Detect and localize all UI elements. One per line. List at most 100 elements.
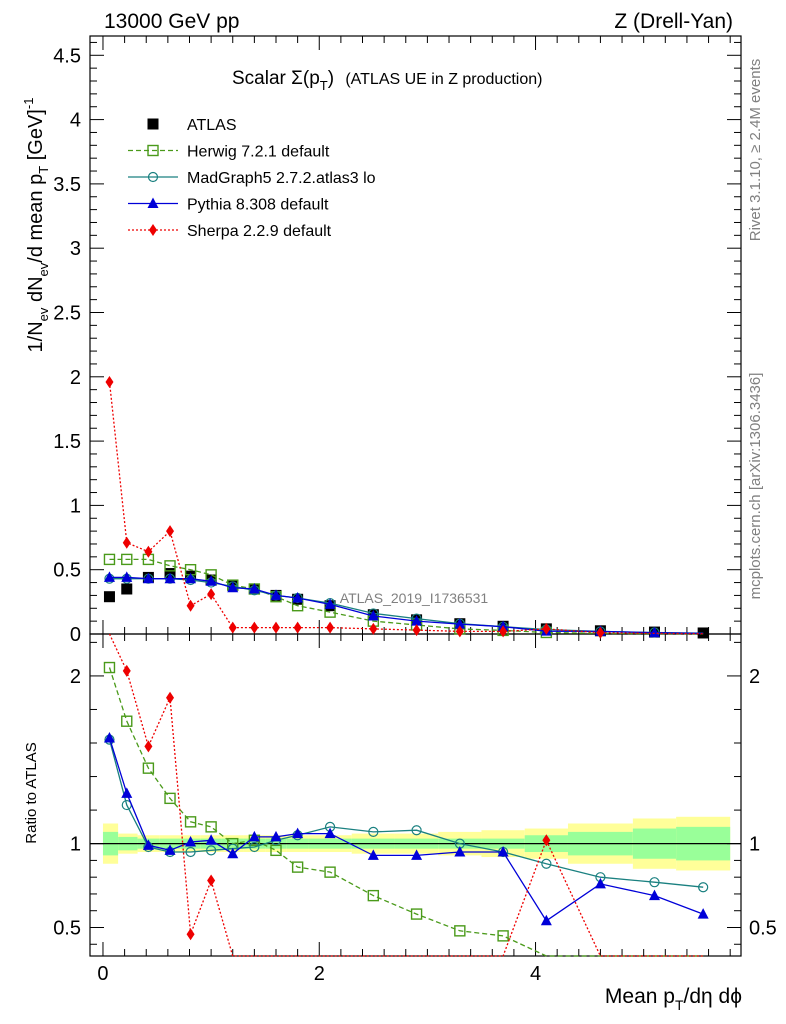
y-tick-label-main: 2.5 xyxy=(53,302,81,324)
data-point xyxy=(596,626,605,639)
legend-label: Sherpa 2.2.9 default xyxy=(187,223,332,240)
y-axis-label-main: 1/Nev dNev/d mean pT [GeV]-1 xyxy=(21,98,51,353)
data-point xyxy=(542,622,551,635)
ratio-series-sherpa-2-2-9-default xyxy=(108,633,704,957)
data-point xyxy=(270,589,282,600)
ratio-point xyxy=(698,882,709,893)
header-process: Z (Drell-Yan) xyxy=(614,10,733,33)
ratio-point xyxy=(594,877,606,889)
ratio-point xyxy=(697,908,709,919)
data-point xyxy=(121,553,133,566)
data-point xyxy=(367,609,379,621)
ratio-point xyxy=(227,847,239,859)
data-point xyxy=(164,572,176,584)
ratio-series-pythia-8-308-default xyxy=(103,731,709,926)
y-tick-label-ratio-right: 1 xyxy=(749,834,760,856)
ratio-point xyxy=(205,834,217,845)
y-axis-label-ratio: Ratio to ATLAS xyxy=(23,742,40,843)
data-point xyxy=(186,599,195,612)
ratio-point xyxy=(164,844,176,855)
ratio-point xyxy=(166,691,175,704)
legend-item-madgraph5-2-7-2-atlas3-lo: MadGraph5 2.7.2.atlas3 lo xyxy=(128,170,376,187)
ratio-point xyxy=(454,846,466,857)
ratio-point xyxy=(205,821,217,833)
data-point xyxy=(499,625,508,638)
y-tick-label-main: 4.5 xyxy=(53,45,81,67)
data-point xyxy=(326,621,335,634)
data-point xyxy=(411,615,423,626)
ratio-point xyxy=(270,830,282,842)
header-collision: 13000 GeV pp xyxy=(104,10,239,33)
legend-item-herwig-7-2-1-default: Herwig 7.2.1 default xyxy=(128,144,330,161)
legend-marker xyxy=(149,224,157,236)
ratio-point xyxy=(142,762,155,774)
data-point xyxy=(272,621,280,634)
ratio-point xyxy=(142,839,154,850)
ratio-point xyxy=(122,664,131,677)
data-point xyxy=(144,545,153,558)
legend-label: ATLAS xyxy=(187,117,237,134)
y-tick-label-ratio-right: 0.5 xyxy=(749,917,777,939)
ratio-point xyxy=(206,845,217,856)
data-point xyxy=(248,582,260,594)
ratio-point xyxy=(542,834,551,847)
ratio-point xyxy=(292,827,304,839)
data-point xyxy=(412,624,421,637)
y-tick-label-main: 0 xyxy=(70,624,81,646)
ratio-point xyxy=(249,841,260,853)
series-sherpa-2-2-9-default xyxy=(105,375,704,639)
ratio-point xyxy=(540,914,552,926)
legend-label: MadGraph5 2.7.2.atlas3 lo xyxy=(187,170,376,187)
ratio-point xyxy=(649,877,660,888)
ratio-point xyxy=(121,787,133,798)
ratio-panel-frame xyxy=(89,633,742,957)
legend-marker xyxy=(147,197,159,208)
data-point xyxy=(454,618,466,629)
main-series xyxy=(103,375,709,639)
data-point xyxy=(122,536,131,549)
data-point xyxy=(369,622,378,635)
data-point xyxy=(207,588,216,601)
mcplots-label: mcplots.cern.ch [arXiv:1306.3436] xyxy=(747,373,764,600)
ratio-point xyxy=(207,874,216,887)
ratio-point xyxy=(497,846,509,857)
y-tick-label-ratio: 1 xyxy=(70,834,81,856)
ratio-point xyxy=(164,792,176,805)
ratio-series xyxy=(103,633,709,957)
data-point xyxy=(227,581,239,593)
ratio-point xyxy=(541,858,552,869)
x-tick-label: 0 xyxy=(97,963,108,985)
data-point xyxy=(164,560,176,572)
x-axis-label: Mean pT/dη dϕ xyxy=(605,985,742,1013)
y-tick-label-main: 2 xyxy=(70,367,81,389)
data-point xyxy=(103,553,116,566)
ratio-point xyxy=(186,928,195,941)
y-tick-label-main: 1 xyxy=(70,495,81,517)
ratio-line xyxy=(108,667,704,957)
y-tick-label-ratio-right: 2 xyxy=(749,666,760,688)
ratio-point xyxy=(497,930,509,942)
data-point xyxy=(324,598,336,609)
ratio-point xyxy=(103,661,116,674)
ratio-point xyxy=(103,731,115,743)
x-tick-label: 2 xyxy=(314,963,325,985)
legend-item-pythia-8-308-default: Pythia 8.308 default xyxy=(128,197,329,214)
ratio-point xyxy=(185,835,197,847)
legend: ATLAS Herwig 7.2.1 default MadGraph5 2.7.2… xyxy=(128,117,376,240)
data-point xyxy=(103,571,115,582)
y-tick-label-main: 3 xyxy=(70,238,81,260)
data-point xyxy=(228,621,237,634)
ratio-point xyxy=(648,889,660,901)
ratio-line xyxy=(108,739,704,888)
ratio-point xyxy=(368,826,379,837)
y-tick-label-main: 4 xyxy=(70,110,81,132)
ratio-point xyxy=(411,849,423,860)
y-tick-label-main: 1.5 xyxy=(53,431,81,453)
ratio-point xyxy=(121,715,133,727)
legend-marker xyxy=(147,118,159,130)
ratio-point xyxy=(411,825,422,836)
chart-title: Scalar Σ(pT) (ATLAS UE in Z production) xyxy=(232,68,542,93)
data-point xyxy=(293,621,302,634)
y-tick-label-main: 0.5 xyxy=(53,560,81,582)
